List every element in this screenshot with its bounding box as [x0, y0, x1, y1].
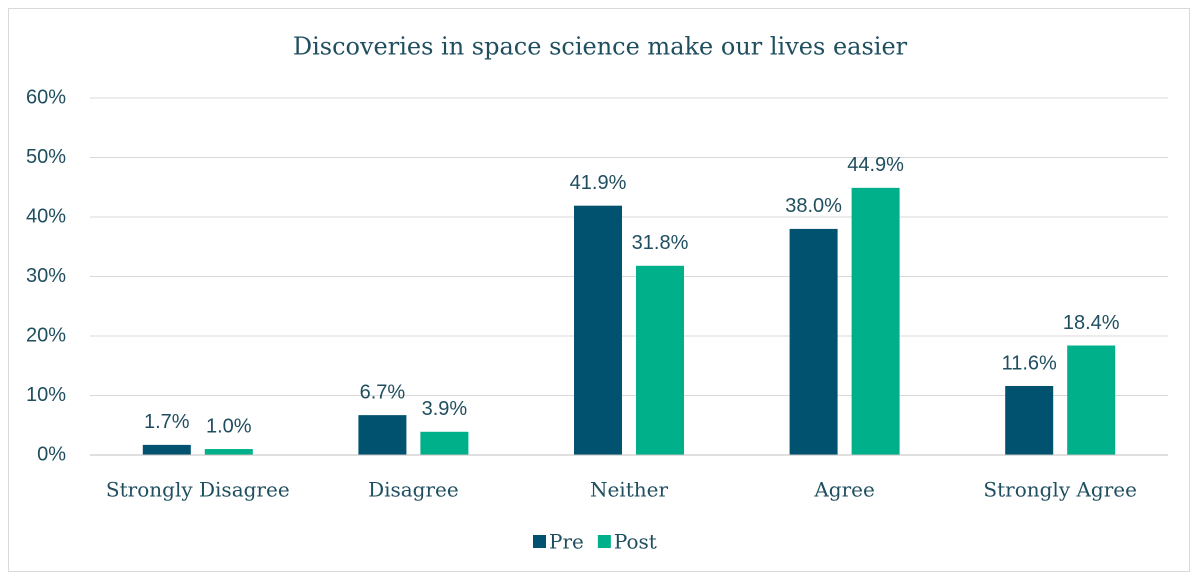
data-label: 3.9%: [422, 398, 468, 420]
bar: [789, 228, 838, 455]
y-tick-label: 20%: [26, 324, 66, 346]
bar: [204, 449, 253, 455]
y-tick-label: 0%: [37, 443, 66, 465]
data-label: 38.0%: [785, 195, 842, 217]
x-tick-label: Agree: [813, 478, 874, 502]
y-tick-label: 10%: [26, 384, 66, 406]
bar: [851, 187, 900, 455]
y-tick-label: 30%: [26, 265, 66, 287]
x-tick-label: Strongly Agree: [983, 478, 1137, 502]
data-label: 1.7%: [144, 411, 190, 433]
y-tick-label: 60%: [26, 86, 66, 108]
legend-label: Post: [614, 530, 657, 554]
bar: [358, 415, 407, 455]
x-tick-label: Strongly Disagree: [106, 478, 290, 502]
bar: [142, 444, 191, 455]
chart-title: Discoveries in space science make our li…: [293, 33, 908, 61]
x-tick-label: Neither: [590, 478, 668, 502]
legend-swatch: [533, 535, 546, 548]
data-label: 41.9%: [570, 172, 627, 194]
bar: [636, 265, 684, 455]
data-label: 31.8%: [632, 232, 689, 254]
x-tick-label: Disagree: [368, 478, 459, 502]
legend-label: Pre: [549, 530, 584, 554]
data-label: 44.9%: [847, 154, 904, 176]
y-tick-label: 40%: [26, 205, 66, 227]
data-label: 11.6%: [1002, 352, 1057, 374]
y-tick-label: 50%: [26, 146, 66, 168]
bar: [1067, 345, 1116, 455]
legend-swatch: [597, 535, 611, 548]
data-label: 1.0%: [206, 415, 252, 437]
data-label: 6.7%: [360, 381, 406, 403]
bar: [1005, 385, 1054, 455]
bar: [420, 431, 469, 455]
bar: [574, 205, 622, 455]
data-label: 18.4%: [1063, 312, 1120, 334]
